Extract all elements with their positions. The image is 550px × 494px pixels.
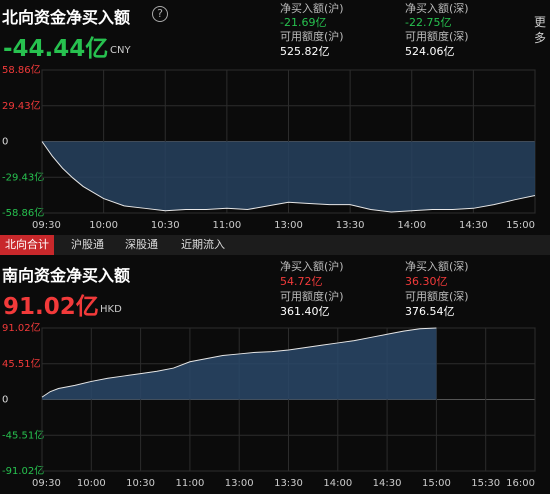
y-tick-label: 0	[2, 137, 8, 148]
x-tick-label: 16:00	[506, 478, 535, 489]
line	[41, 141, 536, 213]
stat-value: 54.72亿	[280, 275, 323, 288]
x-tick-label: 11:00	[175, 478, 204, 489]
x-tick-label: 11:00	[212, 220, 241, 231]
more-button[interactable]: 更多	[534, 15, 547, 45]
stat-value: -22.75亿	[405, 16, 452, 29]
x-tick-label: 10:30	[151, 220, 180, 231]
x-tick-label: 10:00	[77, 478, 106, 489]
x-tick-label: 09:30	[32, 220, 61, 231]
x-tick-label: 14:30	[373, 478, 402, 489]
north-title: 北向资金净买入额	[2, 8, 131, 27]
tab[interactable]: 沪股通	[71, 238, 104, 251]
line	[41, 327, 437, 398]
help-icon[interactable]: ?	[152, 6, 168, 22]
tab[interactable]: 近期流入	[181, 238, 225, 251]
x-tick-label: 14:00	[323, 478, 352, 489]
y-tick-label: 58.86亿	[2, 63, 41, 76]
stat-value: 525.82亿	[280, 45, 330, 58]
tab[interactable]: 北向合计	[0, 235, 54, 255]
y-tick-label: -45.51亿	[2, 428, 44, 441]
x-tick-label: 15:30	[471, 478, 500, 489]
x-tick-label: 14:30	[459, 220, 488, 231]
y-tick-label: 91.02亿	[2, 321, 41, 334]
tab[interactable]: 深股通	[125, 238, 158, 251]
stat-value: 36.30亿	[405, 275, 448, 288]
stat-value: 376.54亿	[405, 305, 455, 318]
tab-bar: 北向合计 沪股通 深股通 近期流入	[0, 235, 550, 255]
y-tick-label: -91.02亿	[2, 464, 44, 477]
x-tick-label: 09:30	[32, 478, 61, 489]
stat-label: 可用额度(深)	[405, 290, 469, 303]
x-tick-label: 13:00	[225, 478, 254, 489]
x-tick-label: 10:30	[126, 478, 155, 489]
stat-value: 361.40亿	[280, 305, 330, 318]
area-fill	[42, 328, 437, 400]
stat-label: 净买入额(深)	[405, 2, 469, 15]
y-tick-label: 45.51亿	[2, 357, 41, 370]
stat-label: 净买入额(沪)	[280, 2, 344, 15]
x-tick-label: 13:30	[274, 478, 303, 489]
x-tick-label: 10:00	[89, 220, 118, 231]
area-fill	[42, 141, 535, 212]
x-tick-label: 13:30	[336, 220, 365, 231]
x-tick-label: 13:00	[274, 220, 303, 231]
x-tick-label: 15:00	[506, 220, 535, 231]
y-tick-label: -29.43亿	[2, 170, 44, 183]
north-total: -44.44亿	[3, 36, 109, 62]
stat-label: 净买入额(深)	[405, 260, 469, 273]
south-currency: HKD	[100, 304, 122, 315]
y-tick-label: -58.86亿	[2, 206, 44, 219]
y-tick-label: 0	[2, 395, 8, 406]
stat-label: 可用额度(沪)	[280, 290, 344, 303]
south-title: 南向资金净买入额	[2, 266, 131, 285]
stat-value: 524.06亿	[405, 45, 455, 58]
north-currency: CNY	[110, 45, 131, 56]
stat-value: -21.69亿	[280, 16, 327, 29]
stat-label: 可用额度(沪)	[280, 30, 344, 43]
x-tick-label: 15:00	[422, 478, 451, 489]
stat-label: 可用额度(深)	[405, 30, 469, 43]
y-tick-label: 29.43亿	[2, 99, 41, 112]
stat-label: 净买入额(沪)	[280, 260, 344, 273]
x-tick-label: 14:00	[397, 220, 426, 231]
south-total: 91.02亿	[3, 294, 99, 320]
